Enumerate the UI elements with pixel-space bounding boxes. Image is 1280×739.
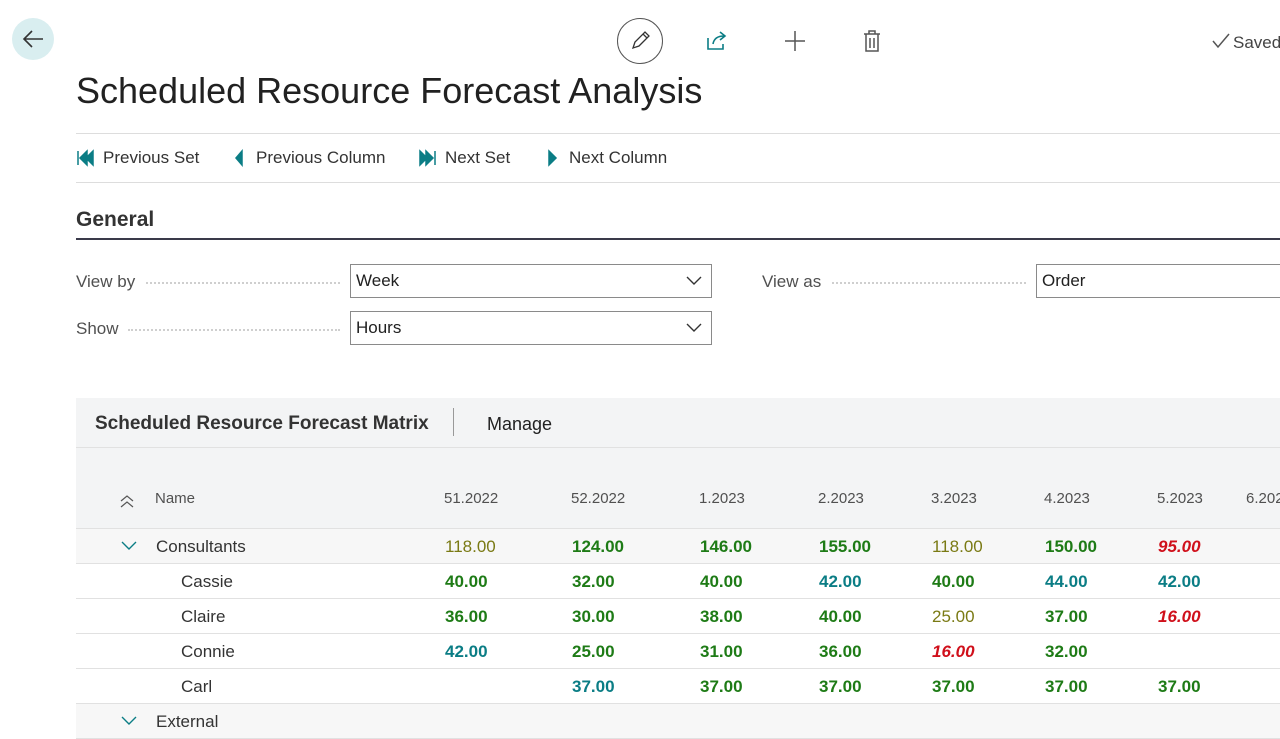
saved-status: Saved [1233, 33, 1280, 52]
row-name: Claire [181, 607, 226, 626]
page-title: Scheduled Resource Forecast Analysis [76, 70, 703, 111]
row-name: Cassie [181, 572, 233, 591]
leader-dots [128, 329, 340, 331]
cell-value: 40.00 [819, 607, 862, 626]
column-header: 52.2022 [571, 490, 626, 507]
action-button[interactable]: Previous Set [103, 148, 200, 167]
cell-value: 37.00 [1045, 677, 1088, 696]
matrix-header [76, 398, 1280, 529]
dropdown[interactable]: Order [1036, 264, 1280, 298]
cell-value: 25.00 [932, 607, 975, 626]
column-header: 1.2023 [699, 490, 745, 507]
row-name: External [156, 712, 219, 731]
cell-value: 32.00 [1045, 642, 1088, 661]
cell-value: 40.00 [700, 572, 743, 591]
column-header: 4.2023 [1044, 490, 1090, 507]
dropdown[interactable]: Week [350, 264, 712, 298]
row-name: Connie [181, 642, 235, 661]
cell-value: 42.00 [445, 642, 488, 661]
cell-value: 31.00 [700, 642, 743, 661]
cell-value: 44.00 [1045, 572, 1088, 591]
cell-value: 37.00 [819, 677, 862, 696]
column-header: Name [155, 490, 196, 507]
cell-value: 37.00 [700, 677, 743, 696]
cell-value: 37.00 [1045, 607, 1088, 626]
collapse-all-icon[interactable] [118, 492, 136, 510]
field-label: Show [76, 319, 119, 338]
matrix-title: Scheduled Resource Forecast Matrix [95, 413, 429, 434]
row [76, 564, 1280, 599]
action-icon [419, 149, 436, 167]
cell-value: 124.00 [572, 537, 624, 556]
field-label: View as [762, 272, 822, 291]
cell-value: 146.00 [700, 537, 752, 556]
cell-value: 40.00 [932, 572, 975, 591]
column-header: 2.2023 [818, 490, 864, 507]
share-button[interactable] [704, 28, 730, 54]
column-header: 51.2022 [444, 490, 499, 507]
cell-value: 118.00 [932, 537, 983, 556]
new-button[interactable] [783, 29, 807, 53]
cell-value: 42.00 [1158, 572, 1201, 591]
back-icon [22, 30, 43, 48]
cell-value: 25.00 [572, 642, 615, 661]
page: Saved Scheduled Resource Forecast Analys… [12, 18, 1280, 739]
row [76, 704, 1280, 739]
cell-value: 30.00 [572, 607, 615, 626]
dropdown-arrow [686, 323, 702, 332]
cell-value: 155.00 [819, 537, 871, 556]
cell-value: 38.00 [700, 607, 743, 626]
cell-value: 95.00 [1158, 537, 1201, 556]
action-button[interactable]: Next Set [445, 148, 511, 167]
field-label: View by [76, 272, 136, 291]
edit-button[interactable] [617, 18, 663, 64]
row [76, 599, 1280, 634]
cell-value: 37.00 [572, 677, 615, 696]
row-name: Consultants [156, 537, 246, 556]
leader-dots [832, 282, 1026, 284]
column-header: 5.2023 [1157, 490, 1203, 507]
expand-chevron[interactable] [121, 541, 137, 551]
cell-value: 150.00 [1045, 537, 1097, 556]
action-icon [77, 149, 94, 167]
edit-icon [631, 31, 650, 50]
cell-value: 37.00 [932, 677, 975, 696]
cell-value: 16.00 [932, 642, 975, 661]
separator [453, 408, 454, 436]
expand-chevron[interactable] [121, 716, 137, 726]
column-header: 6.2023 [1246, 490, 1280, 507]
action-button[interactable]: Previous Column [256, 148, 386, 167]
leader-dots [146, 282, 340, 284]
row-name: Carl [181, 677, 213, 696]
cell-value: 32.00 [572, 572, 615, 591]
cell-value: 36.00 [819, 642, 862, 661]
row [76, 669, 1280, 704]
section-rule [76, 238, 1280, 240]
action-icon [235, 149, 243, 167]
cell-value: 40.00 [445, 572, 488, 591]
column-header: 3.2023 [931, 490, 977, 507]
dropdown-arrow [686, 276, 702, 285]
row [76, 529, 1280, 564]
delete-button[interactable] [861, 29, 883, 53]
saved-icon [1212, 33, 1230, 49]
cell-value: 16.00 [1158, 607, 1201, 626]
dropdown[interactable]: Hours [350, 311, 712, 345]
divider [76, 447, 1280, 448]
row [76, 634, 1280, 669]
back-button[interactable] [12, 18, 54, 60]
manage-button[interactable]: Manage [487, 414, 553, 434]
section-title: General [76, 208, 155, 231]
divider [76, 133, 1280, 134]
cell-value: 36.00 [445, 607, 488, 626]
cell-value: 118.00 [445, 537, 496, 556]
cell-value: 37.00 [1158, 677, 1201, 696]
action-button[interactable]: Next Column [569, 148, 668, 167]
divider [76, 182, 1280, 183]
action-icon [548, 149, 558, 167]
cell-value: 42.00 [819, 572, 862, 591]
